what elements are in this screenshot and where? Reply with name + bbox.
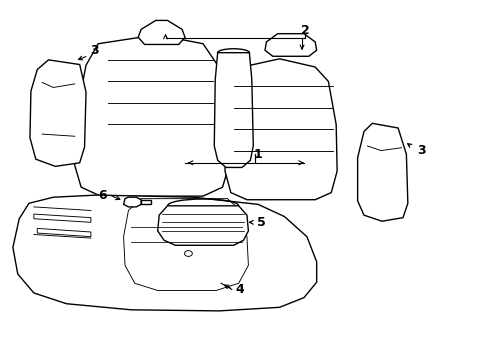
Polygon shape — [214, 53, 253, 167]
Polygon shape — [13, 195, 316, 311]
Polygon shape — [141, 200, 151, 204]
Polygon shape — [138, 21, 184, 44]
Polygon shape — [30, 60, 86, 166]
Polygon shape — [75, 35, 228, 196]
Text: 2: 2 — [301, 24, 309, 37]
Polygon shape — [123, 197, 141, 207]
Text: 1: 1 — [253, 148, 262, 161]
Polygon shape — [224, 59, 336, 200]
Text: 3: 3 — [90, 44, 99, 57]
Text: 6: 6 — [98, 189, 107, 202]
Text: 3: 3 — [416, 144, 425, 157]
Polygon shape — [158, 206, 248, 245]
Polygon shape — [357, 123, 407, 221]
Polygon shape — [264, 34, 316, 56]
Text: 5: 5 — [256, 216, 265, 229]
Text: 4: 4 — [235, 283, 244, 296]
